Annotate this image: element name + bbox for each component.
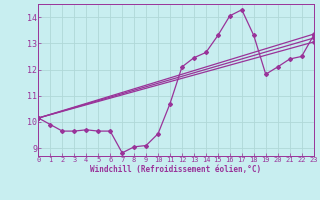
X-axis label: Windchill (Refroidissement éolien,°C): Windchill (Refroidissement éolien,°C) <box>91 165 261 174</box>
